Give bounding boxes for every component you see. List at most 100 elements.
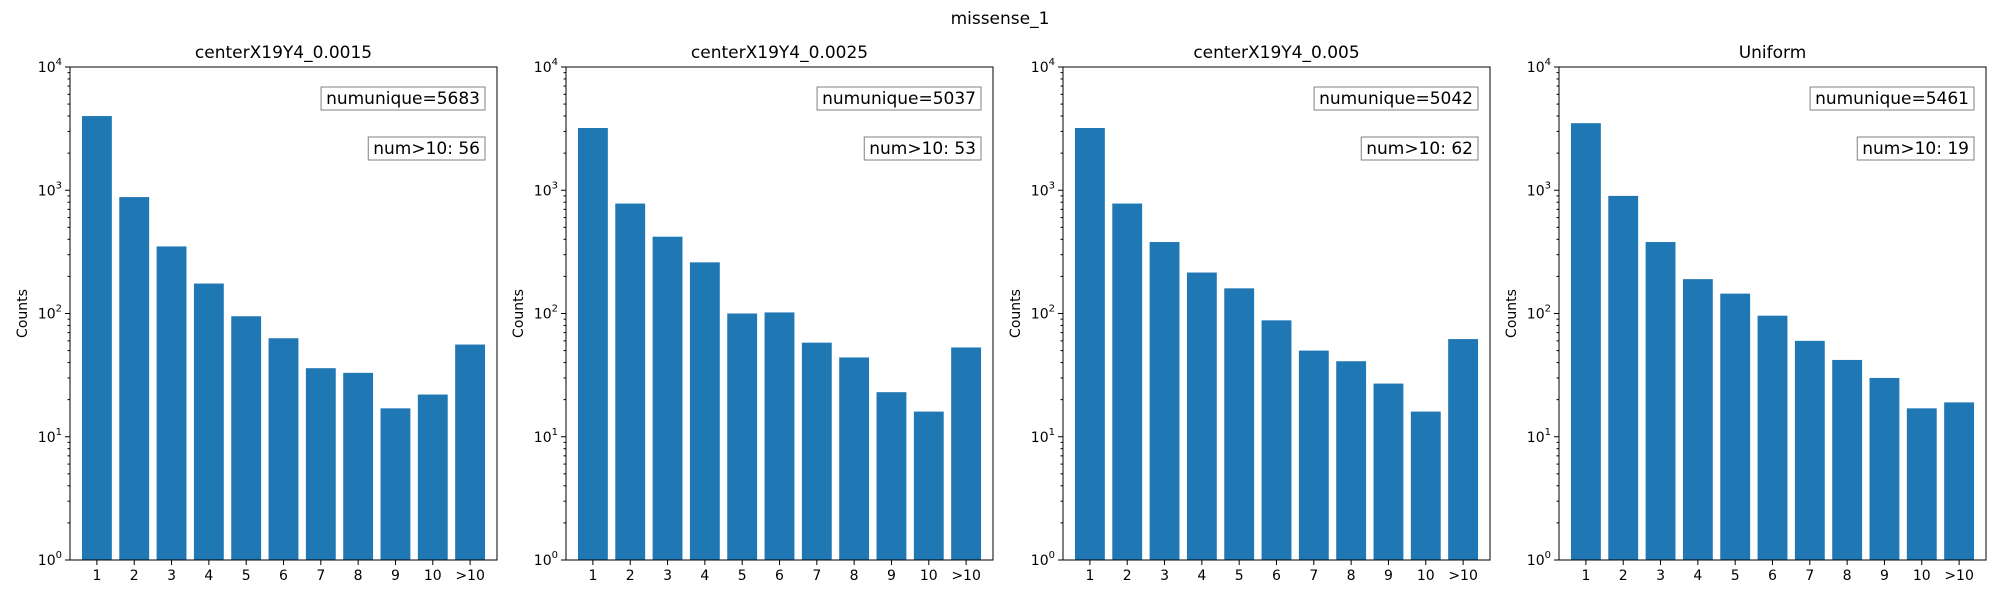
- subplot-title: centerX19Y4_0.0025: [691, 43, 868, 63]
- x-tick-label: 9: [1880, 568, 1889, 584]
- x-tick-label: 5: [1731, 568, 1740, 584]
- x-tick-label: 1: [1085, 568, 1094, 584]
- bars: [1570, 123, 1975, 561]
- x-tick-label: 7: [316, 568, 325, 584]
- x-tick-label: 8: [1347, 568, 1356, 584]
- y-tick-label: 101: [1031, 427, 1055, 446]
- bar-9: [876, 392, 907, 560]
- numunique-annotation: numunique=5461: [1809, 86, 1975, 111]
- bar-4: [1682, 279, 1713, 560]
- bar-gt10: [951, 347, 982, 560]
- y-tick-label: 104: [534, 57, 558, 76]
- x-tick-label: >10: [1448, 568, 1478, 584]
- annotation-text: numunique=5683: [326, 89, 480, 109]
- bars: [577, 127, 982, 561]
- x-tick-label: 6: [775, 568, 784, 584]
- x-tick-label: 8: [1843, 568, 1852, 584]
- x-tick-label: 4: [204, 568, 213, 584]
- axes-frame: [1062, 66, 1491, 561]
- y-tick-label: 104: [1031, 57, 1055, 76]
- x-tick-label: 5: [242, 568, 251, 584]
- num-gt10-annotation: num>10: 56: [367, 136, 486, 161]
- x-tick-label: >10: [455, 568, 485, 584]
- bar-5: [727, 313, 758, 560]
- x-tick-label: 4: [1197, 568, 1206, 584]
- x-tick-label: 2: [130, 568, 139, 584]
- bar-3: [652, 236, 683, 561]
- axes-frame: [1558, 66, 1987, 561]
- y-tick-label: 101: [38, 427, 62, 446]
- bar-7: [1794, 340, 1825, 560]
- y-tick-label: 101: [1527, 427, 1551, 446]
- y-axis-label: Counts: [511, 289, 527, 338]
- bar-5: [1224, 288, 1255, 560]
- annotation-text: num>10: 56: [373, 139, 480, 159]
- x-tick-label: 5: [1235, 568, 1244, 584]
- x-tick-label: 10: [1913, 568, 1931, 584]
- x-tick-label: 7: [1309, 568, 1318, 584]
- x-tick-label: 9: [887, 568, 896, 584]
- y-tick-label: 100: [1527, 550, 1551, 569]
- annotation-box: [367, 136, 486, 161]
- bar-4: [689, 262, 720, 560]
- bar-10: [1906, 408, 1937, 560]
- num-gt10-annotation: num>10: 62: [1360, 136, 1479, 161]
- bar-1: [81, 116, 112, 560]
- x-tick-label: 8: [850, 568, 859, 584]
- y-tick-label: 102: [534, 304, 558, 323]
- bar-3: [1149, 242, 1180, 560]
- annotation-box: [1313, 86, 1479, 111]
- y-tick-label: 102: [1527, 304, 1551, 323]
- x-tick-label: 2: [1619, 568, 1628, 584]
- num-gt10-annotation: num>10: 53: [863, 136, 982, 161]
- annotation-box: [1809, 86, 1975, 111]
- annotation-text: num>10: 53: [869, 139, 976, 159]
- subplot-4: Uniform Counts 1 2 3 4 5 6 7 8 9 10 >10 100 101 102 103 1…: [1504, 43, 1987, 584]
- bar-7: [1298, 350, 1329, 560]
- bar-10: [417, 394, 448, 560]
- bar-8: [839, 357, 870, 560]
- bar-5: [1720, 293, 1751, 560]
- y-tick-label: 103: [534, 180, 558, 199]
- x-tick-label: 5: [738, 568, 747, 584]
- numunique-annotation: numunique=5042: [1313, 86, 1479, 111]
- annotation-text: num>10: 62: [1366, 139, 1473, 159]
- x-tick-label: 7: [812, 568, 821, 584]
- bar-2: [119, 197, 150, 560]
- bar-8: [1336, 361, 1367, 560]
- subplot-2: centerX19Y4_0.0025 Counts 1 2 3 4 5 6 7 8 9 10 >10 10…: [511, 43, 994, 584]
- x-tick-label: 4: [1693, 568, 1702, 584]
- x-tick-label: 6: [279, 568, 288, 584]
- bar-4: [1186, 272, 1217, 560]
- bar-6: [1261, 320, 1292, 560]
- annotation-box: [1856, 136, 1975, 161]
- annotation-box: [816, 86, 982, 111]
- x-tick-label: 3: [167, 568, 176, 584]
- x-tick-label: 2: [1123, 568, 1132, 584]
- annotation-text: numunique=5037: [822, 89, 976, 109]
- y-axis-label: Counts: [15, 289, 31, 338]
- annotation-box: [1360, 136, 1479, 161]
- numunique-annotation: numunique=5037: [816, 86, 982, 111]
- x-tick-label: 1: [92, 568, 101, 584]
- bar-10: [1410, 411, 1441, 560]
- y-tick-label: 104: [38, 57, 62, 76]
- x-tick-label: 7: [1805, 568, 1814, 584]
- bar-8: [343, 372, 374, 560]
- x-tick-label: >10: [1944, 568, 1974, 584]
- subplot-title: Uniform: [1739, 43, 1807, 63]
- annotation-box: [320, 86, 486, 111]
- x-tick-label: 8: [354, 568, 363, 584]
- bar-9: [380, 408, 411, 560]
- y-tick-label: 103: [38, 180, 62, 199]
- bar-8: [1832, 359, 1863, 560]
- figure-suptitle: missense_1: [951, 9, 1050, 29]
- x-tick-label: 10: [424, 568, 442, 584]
- y-tick-label: 102: [38, 304, 62, 323]
- y-tick-label: 100: [534, 550, 558, 569]
- bar-4: [193, 283, 224, 560]
- x-tick-label: 9: [1384, 568, 1393, 584]
- bars: [1074, 127, 1479, 560]
- bar-6: [764, 312, 795, 560]
- x-tick-label: 1: [588, 568, 597, 584]
